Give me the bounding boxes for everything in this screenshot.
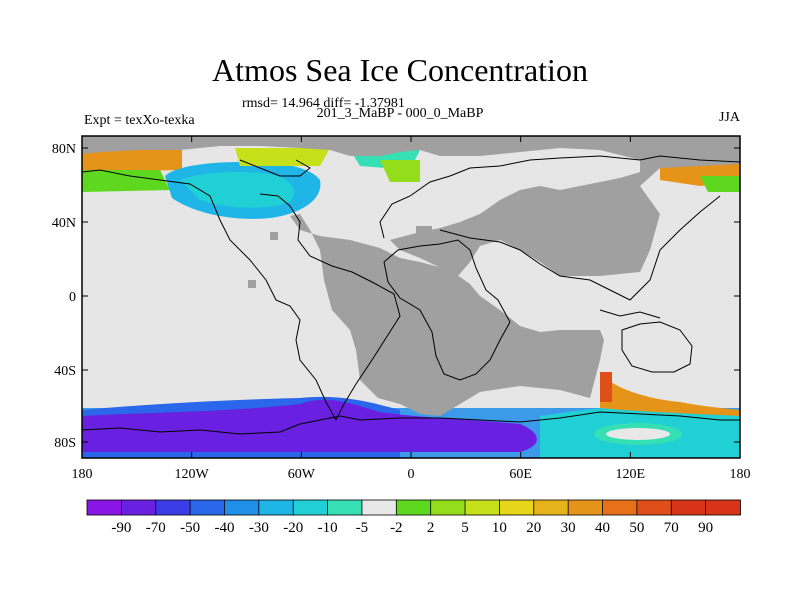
land-patch-2 xyxy=(248,280,256,288)
colorbar-label: 40 xyxy=(595,520,610,536)
coast-africa xyxy=(383,239,511,381)
colorbar-swatch xyxy=(602,499,638,516)
colorbar-swatch xyxy=(155,499,192,516)
coast-indonesia xyxy=(599,309,661,319)
lat-label: 80S xyxy=(54,436,76,451)
colorbar-swatch xyxy=(292,499,329,516)
map-area xyxy=(82,136,740,458)
colorbar-label: 50 xyxy=(629,520,644,536)
map-title: Atmos Sea Ice Concentration xyxy=(212,52,588,88)
lon-label: 120E xyxy=(616,467,646,482)
southern-ocean-purple xyxy=(82,399,537,452)
colorbar-swatch xyxy=(499,499,535,516)
lon-label: 180 xyxy=(730,467,751,482)
lon-label: 0 xyxy=(408,467,415,482)
colorbar-label: 5 xyxy=(461,520,469,536)
colorbar-swatch xyxy=(224,499,260,516)
colorbar-label: -90 xyxy=(111,520,131,536)
lat-label: 40S xyxy=(54,364,76,379)
coastlines xyxy=(82,155,740,435)
colorbar-label: -20 xyxy=(283,520,303,536)
coast-greenland xyxy=(239,159,311,177)
period-label: 201_3_MaBP - 000_0_MaBP xyxy=(316,106,484,121)
coast-americas-west xyxy=(82,169,337,421)
colorbar-label: -5 xyxy=(356,520,369,536)
colorbar-label: 90 xyxy=(698,520,713,536)
arctic-green-center xyxy=(380,160,420,182)
colorbar-swatch xyxy=(327,499,363,516)
coast-asia-south xyxy=(439,195,721,301)
arctic-green-west xyxy=(82,170,170,192)
colorbar-label: 10 xyxy=(492,520,507,536)
land-patch-3 xyxy=(416,226,432,236)
colorbar-label: -40 xyxy=(214,520,234,536)
land-north xyxy=(82,136,740,276)
colorbar-swatch xyxy=(361,499,398,516)
experiment-label: Expt = texXo-texka xyxy=(84,113,195,128)
lat-label: 0 xyxy=(69,290,76,305)
lat-label: 80N xyxy=(52,142,76,157)
coast-antarctica xyxy=(82,411,740,435)
latitude-axis: 80N 40N 0 40S 80S xyxy=(52,142,740,451)
colorbar-swatch xyxy=(705,499,741,516)
colorbar-swatch xyxy=(430,499,466,516)
season-label: JJA xyxy=(718,110,740,125)
southern-ocean-red xyxy=(600,372,612,402)
lat-label: 40N xyxy=(52,216,76,231)
colorbar: -90 -70 -50 -40 -30 -20 -10 -5 -2 2 5 10 20 30 40 50 70 9… xyxy=(86,499,741,536)
colorbar-label: 70 xyxy=(664,520,679,536)
land-patch-1 xyxy=(270,232,278,240)
southern-ocean-orange xyxy=(600,372,740,416)
colorbar-swatch xyxy=(636,499,673,516)
colorbar-label: 30 xyxy=(561,520,576,536)
coast-australia xyxy=(621,321,693,373)
lon-label: 60W xyxy=(288,467,316,482)
colorbar-swatch xyxy=(86,499,123,516)
colorbar-swatch xyxy=(189,499,226,516)
arctic-yellow xyxy=(235,148,330,166)
stats-label: rmsd= 14.964 diff= -1.37981 xyxy=(242,96,405,111)
lon-label: 180 xyxy=(72,467,93,482)
arctic-green-east xyxy=(700,176,740,192)
colorbar-swatch xyxy=(258,499,295,516)
coast-eurasia-north xyxy=(379,155,740,239)
lon-label: 120W xyxy=(175,467,210,482)
southern-ocean-ring-center xyxy=(606,428,670,440)
colorbar-swatch xyxy=(464,499,501,516)
lon-label: 60E xyxy=(509,467,532,482)
coast-americas-east xyxy=(259,193,401,421)
arctic-orange-west xyxy=(82,150,182,172)
colorbar-swatch xyxy=(567,499,604,516)
colorbar-label: -2 xyxy=(390,520,403,536)
colorbar-label: 20 xyxy=(526,520,541,536)
colorbar-swatch xyxy=(395,499,432,516)
colorbar-label: -10 xyxy=(318,520,338,536)
colorbar-label: -70 xyxy=(146,520,166,536)
colorbar-label: -50 xyxy=(180,520,200,536)
colorbar-label: -30 xyxy=(249,520,269,536)
colorbar-swatch xyxy=(533,499,570,516)
colorbar-label: 2 xyxy=(427,520,435,536)
colorbar-swatch xyxy=(670,499,707,516)
longitude-axis: 180 120W 60W 0 60E 120E 180 xyxy=(72,136,751,482)
colorbar-swatch xyxy=(120,499,157,516)
north-atlantic-teal xyxy=(180,172,294,208)
